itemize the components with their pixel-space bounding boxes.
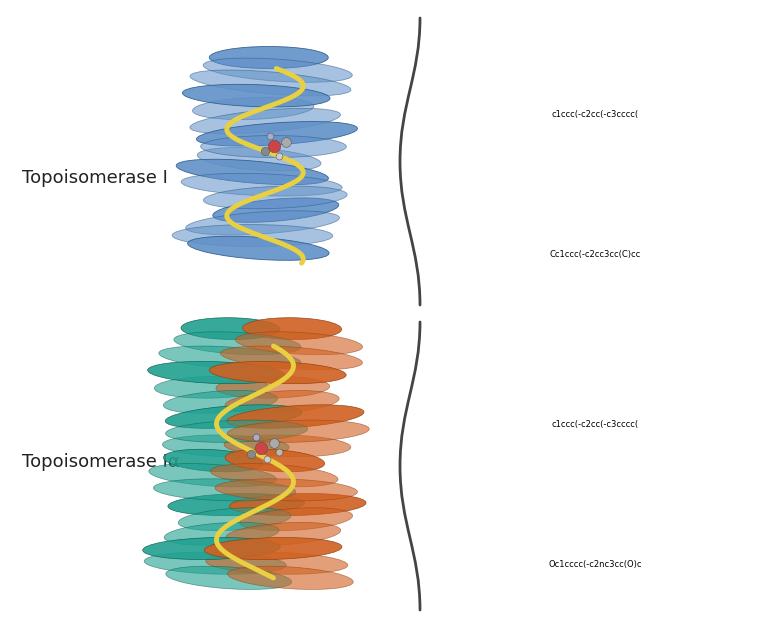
Ellipse shape xyxy=(187,236,329,261)
Ellipse shape xyxy=(149,464,276,487)
Ellipse shape xyxy=(181,318,280,339)
Text: Topoisomerase Iα: Topoisomerase Iα xyxy=(22,453,180,471)
Ellipse shape xyxy=(204,58,353,82)
Ellipse shape xyxy=(183,84,330,107)
Ellipse shape xyxy=(166,566,292,589)
Ellipse shape xyxy=(181,173,342,196)
Ellipse shape xyxy=(224,435,351,457)
Ellipse shape xyxy=(164,391,277,413)
Ellipse shape xyxy=(197,122,357,146)
Ellipse shape xyxy=(220,346,362,370)
Ellipse shape xyxy=(144,552,286,574)
Ellipse shape xyxy=(190,70,351,96)
Ellipse shape xyxy=(204,186,347,209)
Ellipse shape xyxy=(204,538,342,559)
Ellipse shape xyxy=(227,420,369,442)
Ellipse shape xyxy=(164,449,263,472)
Ellipse shape xyxy=(168,494,304,516)
Ellipse shape xyxy=(147,361,285,384)
Ellipse shape xyxy=(209,361,346,384)
Ellipse shape xyxy=(165,405,303,428)
Ellipse shape xyxy=(209,46,328,69)
Ellipse shape xyxy=(193,97,314,119)
Ellipse shape xyxy=(164,522,279,546)
Ellipse shape xyxy=(227,405,364,428)
Text: c1ccc(-c2cc(-c3cccc(: c1ccc(-c2cc(-c3cccc( xyxy=(551,111,638,119)
Ellipse shape xyxy=(172,224,333,247)
Ellipse shape xyxy=(226,522,341,546)
Ellipse shape xyxy=(190,108,340,134)
Ellipse shape xyxy=(163,435,290,457)
Ellipse shape xyxy=(240,508,353,531)
Ellipse shape xyxy=(213,198,339,222)
Ellipse shape xyxy=(236,332,362,355)
Ellipse shape xyxy=(176,159,329,185)
Ellipse shape xyxy=(197,148,321,171)
Ellipse shape xyxy=(225,391,339,413)
Ellipse shape xyxy=(230,494,366,516)
Ellipse shape xyxy=(200,136,346,158)
Ellipse shape xyxy=(216,376,329,398)
Ellipse shape xyxy=(143,538,280,559)
Ellipse shape xyxy=(243,318,342,339)
Text: Cc1ccc(-c2cc3cc(C)cc: Cc1ccc(-c2cc3cc(C)cc xyxy=(549,251,641,259)
Ellipse shape xyxy=(174,332,301,355)
Text: Oc1cccc(-c2nc3cc(O)c: Oc1cccc(-c2nc3cc(O)c xyxy=(548,561,642,569)
Ellipse shape xyxy=(206,552,348,574)
Ellipse shape xyxy=(178,508,291,531)
Text: Topoisomerase I: Topoisomerase I xyxy=(22,169,168,187)
Text: c1ccc(-c2cc(-c3cccc(: c1ccc(-c2cc(-c3cccc( xyxy=(551,421,638,429)
Ellipse shape xyxy=(166,420,308,442)
Ellipse shape xyxy=(154,376,268,398)
Ellipse shape xyxy=(215,479,357,501)
Ellipse shape xyxy=(227,566,353,589)
Ellipse shape xyxy=(154,479,296,501)
Ellipse shape xyxy=(159,346,301,370)
Ellipse shape xyxy=(186,211,339,235)
Ellipse shape xyxy=(225,449,325,472)
Ellipse shape xyxy=(210,464,338,487)
